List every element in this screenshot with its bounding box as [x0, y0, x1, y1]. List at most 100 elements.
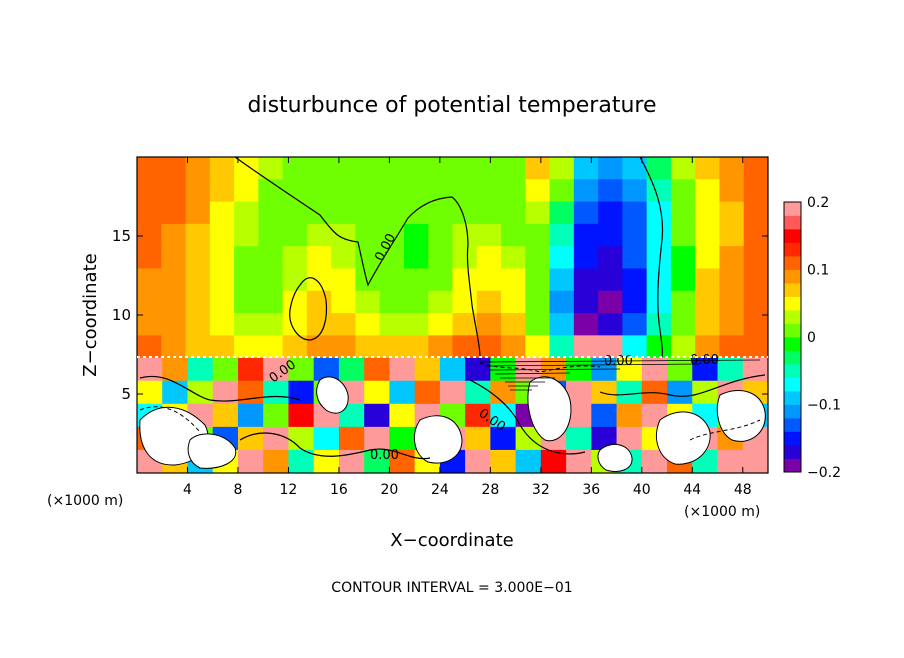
heatmap-cell: [306, 335, 332, 359]
heatmap-cell: [234, 157, 259, 180]
colorbar-swatch: [784, 323, 801, 338]
heatmap-cell: [379, 335, 405, 359]
x-tick-label: 24: [431, 482, 449, 498]
heatmap-cell: [263, 426, 290, 451]
heatmap-cell: [465, 380, 491, 405]
heatmap-cell: [389, 380, 416, 405]
heatmap-cell: [692, 380, 719, 405]
heatmap-cell: [501, 179, 526, 203]
heatmap-cell: [137, 201, 162, 225]
colorbar-swatch: [784, 445, 801, 459]
heatmap-cell: [161, 157, 187, 180]
heatmap-cell: [695, 335, 721, 359]
heatmap-cell: [137, 380, 163, 405]
x-tick-label: 4: [183, 482, 192, 498]
heatmap-cell: [209, 313, 235, 336]
heatmap-cell: [573, 223, 599, 247]
heatmap-cell: [209, 268, 235, 292]
heatmap-cell: [403, 313, 429, 336]
heatmap-cell: [185, 246, 211, 270]
heatmap-cell: [288, 357, 315, 382]
heatmap-cell: [379, 179, 405, 203]
heatmap-cell: [282, 290, 308, 314]
heatmap-cell: [525, 157, 551, 180]
heatmap-cell: [501, 268, 526, 292]
heatmap-cell: [476, 201, 502, 225]
x-tick-label: 48: [734, 482, 752, 498]
heatmap-cell: [667, 380, 693, 405]
heatmap-cell: [137, 223, 162, 247]
heatmap-cell: [306, 290, 332, 314]
heatmap-cell: [525, 268, 551, 292]
heatmap-cell: [313, 357, 340, 382]
colorbar-tick-label: 0.2: [807, 195, 829, 211]
heatmap-cell: [355, 157, 381, 180]
heatmap-cell: [237, 403, 264, 428]
heatmap-cell: [258, 268, 284, 292]
heatmap-cell: [428, 201, 454, 225]
heatmap-cell: [306, 179, 332, 203]
x-tick-label: 40: [633, 482, 651, 498]
contour-label: 0.00: [690, 353, 719, 368]
heatmap-cell: [209, 223, 235, 247]
heatmap-cell: [428, 179, 454, 203]
colorbar-swatch: [784, 458, 801, 473]
heatmap-cell: [616, 357, 643, 382]
heatmap-cell: [364, 357, 390, 382]
heatmap-cell: [667, 357, 693, 382]
heatmap-cell: [670, 313, 696, 336]
colorbar-swatch: [784, 337, 801, 351]
heatmap-cell: [719, 290, 745, 314]
heatmap-cell: [355, 246, 381, 270]
heatmap-cell: [549, 179, 575, 203]
x-unit-left: (×1000 m): [47, 493, 123, 509]
heatmap-cell: [234, 179, 259, 203]
heatmap-cell: [403, 157, 429, 180]
heatmap-cell: [452, 201, 478, 225]
contour-lines: [139, 157, 766, 460]
heatmap-cell: [209, 335, 235, 359]
heatmap-cell: [355, 335, 381, 359]
heatmap-cell: [364, 449, 390, 473]
heatmap-cell: [719, 335, 745, 359]
heatmap-cell: [549, 290, 575, 314]
heatmap-cell: [465, 403, 491, 428]
plot-area: 0.00 0.00 0.00 0.00 0.00 0.00: [137, 157, 768, 473]
colorbar-swatch: [784, 364, 801, 378]
heatmap-cell: [695, 157, 721, 180]
heatmap-cell: [719, 179, 745, 203]
x-tick-label: 12: [280, 482, 298, 498]
heatmap-cell: [598, 179, 623, 203]
heatmap-cell: [598, 268, 623, 292]
heatmap-cell: [501, 157, 526, 180]
heatmap-cell: [598, 246, 623, 270]
heatmap-cell: [331, 157, 357, 180]
contour-lower: [469, 379, 586, 455]
heatmap-cell: [161, 313, 187, 336]
contour-lower: [599, 374, 766, 397]
white-patch: [716, 390, 766, 442]
heatmap-cell: [622, 201, 648, 225]
heatmap-cell: [212, 403, 239, 428]
heatmap-cell: [237, 426, 264, 451]
heatmap-cell: [313, 449, 340, 473]
heatmap-cell: [403, 268, 429, 292]
colorbar-swatch: [784, 391, 801, 405]
x-axis-ticks: [186, 157, 744, 473]
heatmap-cell: [573, 335, 599, 359]
heatmap-cell: [717, 449, 744, 473]
colorbar-swatch: [784, 229, 801, 243]
heatmap-cell: [566, 426, 592, 451]
heatmap-cell: [379, 313, 405, 336]
heatmap-cell: [355, 290, 381, 314]
heatmap-cell: [646, 201, 672, 225]
x-tick-label: 44: [683, 482, 701, 498]
heatmap-cell: [540, 449, 567, 473]
heatmap-cell: [258, 335, 284, 359]
heatmap-cell: [646, 179, 672, 203]
heatmap-cell: [306, 223, 332, 247]
colorbar-swatch: [784, 256, 801, 270]
heatmap-cell: [161, 179, 187, 203]
heatmap-cell: [209, 290, 235, 314]
heatmap-cell: [379, 201, 405, 225]
